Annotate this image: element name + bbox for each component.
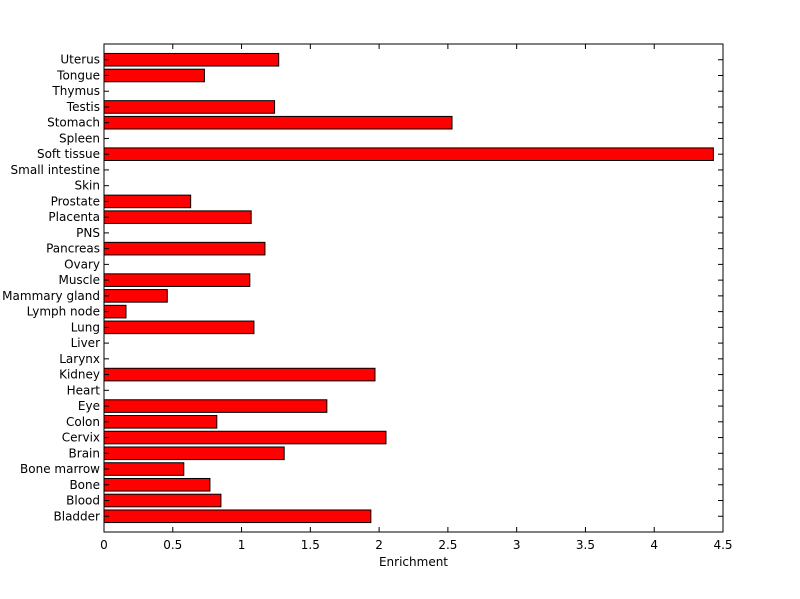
y-tick-label: Pancreas bbox=[46, 242, 100, 256]
y-tick-label: Skin bbox=[74, 179, 100, 193]
y-tick-label: Liver bbox=[71, 336, 101, 350]
bar-kidney bbox=[103, 367, 376, 382]
y-tick-label: Spleen bbox=[59, 131, 100, 145]
bar-eye bbox=[103, 399, 328, 413]
y-tick-label: Thymus bbox=[51, 84, 100, 98]
bar-colon bbox=[103, 415, 218, 429]
y-tick-label: Eye bbox=[78, 399, 100, 413]
y-tick-label: Cervix bbox=[62, 431, 100, 445]
y-tick-label: Soft tissue bbox=[37, 147, 100, 161]
y-tick-label: Prostate bbox=[51, 194, 100, 208]
plot-area-frame bbox=[103, 43, 724, 533]
bar-mammary-gland bbox=[103, 289, 168, 303]
y-tick-label: Testis bbox=[66, 100, 100, 114]
y-tick-label: Larynx bbox=[59, 352, 100, 366]
y-tick-label: Tongue bbox=[56, 68, 100, 82]
x-tick-label: 3.5 bbox=[576, 538, 595, 552]
y-tick-label: Stomach bbox=[47, 116, 100, 130]
bar-muscle bbox=[103, 273, 251, 287]
y-tick-label: Brain bbox=[69, 446, 100, 460]
y-tick-label: Small intestine bbox=[11, 163, 100, 177]
y-tick-label: Bladder bbox=[54, 509, 101, 523]
bar-brain bbox=[103, 446, 285, 461]
x-tick-label: 0.5 bbox=[163, 538, 182, 552]
bar-bone bbox=[103, 477, 211, 492]
x-tick-label: 3 bbox=[513, 538, 521, 552]
bar-bone-marrow bbox=[103, 462, 185, 476]
bar-prostate bbox=[103, 194, 192, 209]
x-tick-label: 1.5 bbox=[301, 538, 320, 552]
x-tick-label: 4 bbox=[650, 538, 658, 552]
bar-cervix bbox=[103, 430, 387, 445]
y-tick-label: Lung bbox=[71, 320, 100, 334]
x-axis-label: Enrichment bbox=[379, 555, 448, 569]
y-tick-label: Muscle bbox=[58, 273, 100, 287]
bar-placenta bbox=[103, 210, 252, 224]
y-tick-label: Bone marrow bbox=[20, 462, 100, 476]
bar-uterus bbox=[103, 52, 280, 67]
y-tick-label: Mammary gland bbox=[2, 289, 100, 303]
y-tick-label: Bone bbox=[69, 478, 100, 492]
bars-group bbox=[103, 52, 714, 524]
y-tick-label: PNS bbox=[76, 226, 100, 240]
y-tick-label: Heart bbox=[67, 383, 101, 397]
y-tick-label: Kidney bbox=[59, 368, 100, 382]
bar-lung bbox=[103, 320, 255, 335]
bar-stomach bbox=[103, 115, 453, 130]
y-tick-label: Blood bbox=[66, 494, 100, 508]
bar-blood bbox=[103, 493, 222, 508]
x-tick-label: 4.5 bbox=[713, 538, 732, 552]
bar-bladder bbox=[103, 509, 372, 524]
bar-soft-tissue bbox=[103, 147, 714, 161]
y-tick-label: Uterus bbox=[60, 53, 100, 67]
y-tick-label: Lymph node bbox=[27, 305, 100, 319]
bar-pancreas bbox=[103, 241, 266, 256]
y-tick-label: Colon bbox=[66, 415, 100, 429]
bar-tongue bbox=[103, 68, 205, 83]
y-tick-label: Placenta bbox=[48, 210, 100, 224]
x-tick-label: 2 bbox=[375, 538, 383, 552]
y-tick-label: Ovary bbox=[64, 257, 100, 271]
x-tick-label: 1 bbox=[238, 538, 246, 552]
x-tick-label: 2.5 bbox=[438, 538, 457, 552]
bar-testis bbox=[103, 100, 276, 114]
x-axis: 0 0.5 1 1.5 2 2.5 3 3.5 4 4.5 bbox=[100, 44, 733, 552]
x-tick-label: 0 bbox=[100, 538, 108, 552]
